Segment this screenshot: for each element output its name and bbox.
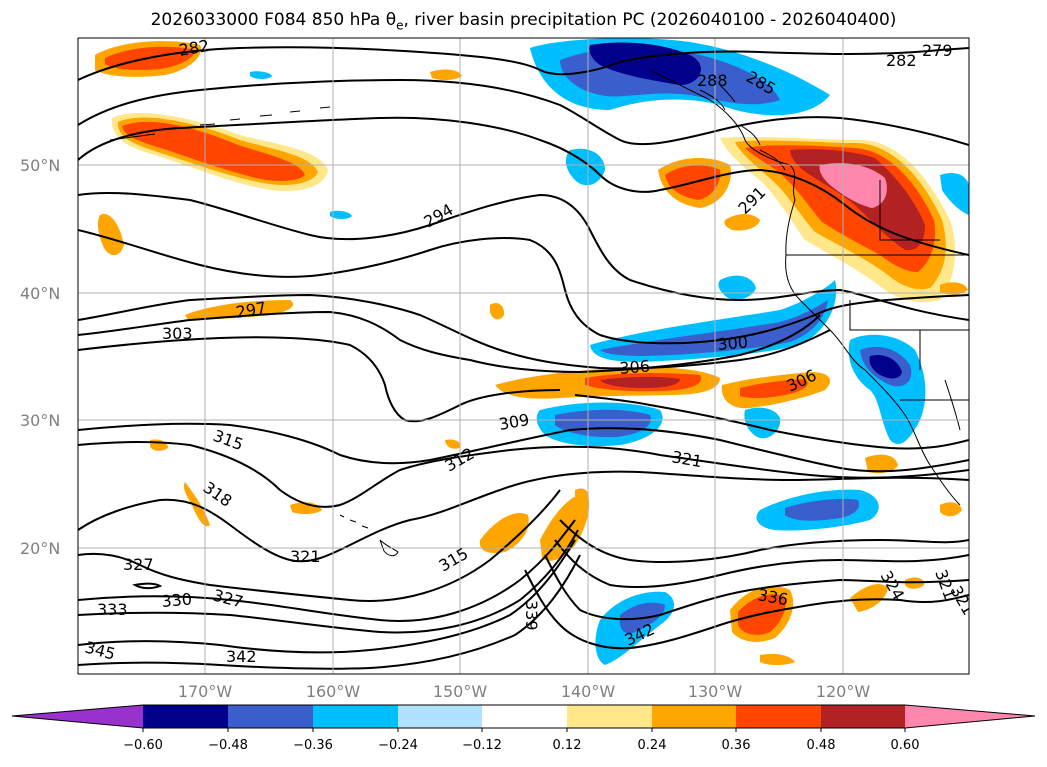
contour-label: 282 [177,36,210,60]
colorbar-tick-label: −0.60 [123,738,163,753]
colorbar-extend-right [905,705,1035,728]
colorbar-segment [652,705,736,728]
lon-label: 160°W [306,682,361,701]
contour-label: 279 [922,41,953,60]
colorbar-tick-label: 0.24 [638,738,667,753]
contour-label: 306 [619,356,651,378]
colorbar-segment [398,705,482,728]
contour-label: 342 [226,647,257,666]
lon-label: 170°W [178,682,233,701]
colorbar-segment [313,705,398,728]
colorbar-tick-label: 0.48 [807,738,836,753]
lon-label: 140°W [561,682,616,701]
lat-label: 50°N [20,156,60,175]
colorbar-tick-label: 0.60 [891,738,920,753]
lat-label: 40°N [20,284,60,303]
colorbar-segment [736,705,821,728]
colorbar-tick-label: −0.48 [208,738,248,753]
lon-label: 120°W [816,682,871,701]
contour-label: 288 [697,71,728,90]
lon-label: 130°W [688,682,743,701]
graticule [78,38,969,674]
lon-label: 150°W [433,682,488,701]
colorbar-segment [228,705,313,728]
contour-label: 327 [123,555,154,574]
contour-label: 303 [162,324,193,343]
colorbar-ticks [142,728,906,732]
latitude-labels: 50°N 40°N 30°N 20°N [20,156,60,558]
colorbar-segment [143,705,228,728]
colorbar-tick-label: −0.36 [293,738,333,753]
contour-label: 339 [522,600,541,631]
colorbar-extend-left [12,705,143,728]
map-frame [77,37,970,675]
colorbar-segment [821,705,905,728]
map-title: 2026033000 F084 850 hPa θe, river basin … [150,10,897,33]
contour-label: 330 [161,589,193,611]
colorbar-tick-label: 0.36 [722,738,751,753]
contour-label: 321 [290,547,321,566]
colorbar: −0.60 −0.48 −0.36 −0.24 −0.12 0.12 0.24 … [11,704,1036,753]
contour-label: 282 [886,51,917,70]
lat-label: 30°N [20,411,60,430]
coastlines [109,69,969,557]
colorbar-segment [567,705,652,728]
contour-label: 333 [97,600,128,619]
colorbar-segment [482,705,567,728]
colorbar-tick-label: −0.24 [378,738,418,753]
colorbar-tick-label: −0.12 [462,738,502,753]
contour-label: 300 [717,332,749,354]
lat-label: 20°N [20,539,60,558]
longitude-labels: 170°W 160°W 150°W 140°W 130°W 120°W [178,682,871,701]
colorbar-tick-label: 0.12 [553,738,582,753]
